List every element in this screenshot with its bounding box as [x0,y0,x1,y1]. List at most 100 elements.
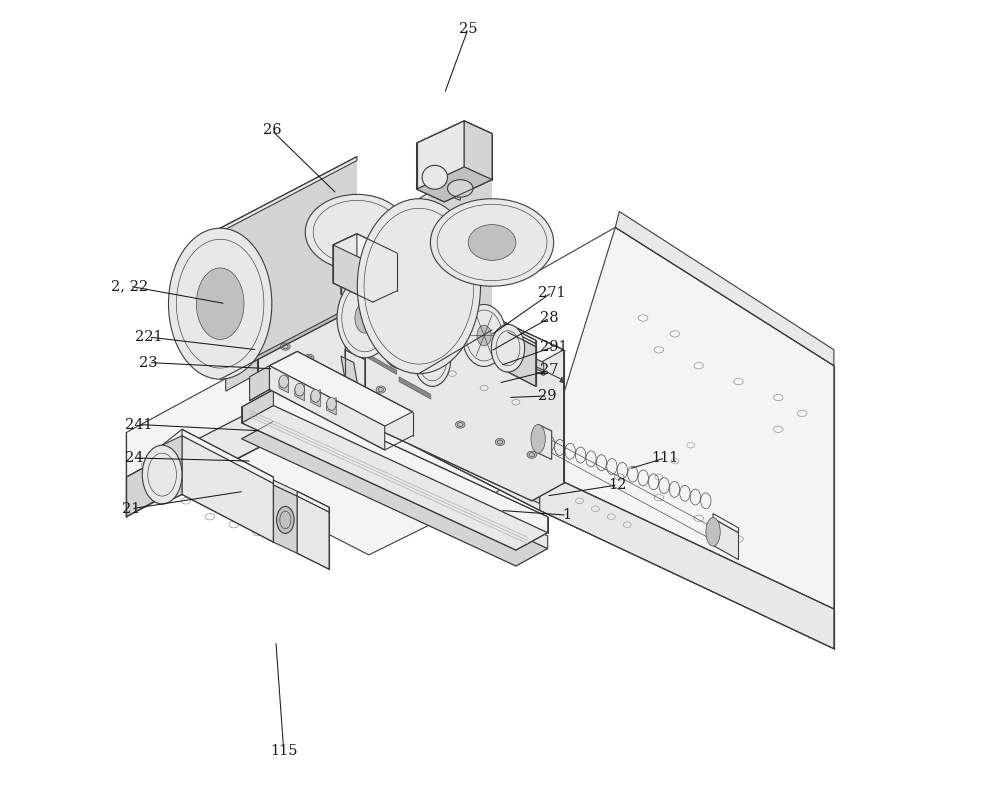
Polygon shape [540,471,834,649]
Ellipse shape [462,304,506,366]
Polygon shape [170,367,540,555]
Polygon shape [273,409,548,549]
Polygon shape [341,243,411,281]
Ellipse shape [531,425,545,453]
Ellipse shape [381,312,420,369]
Ellipse shape [414,332,451,386]
Ellipse shape [448,180,473,197]
Polygon shape [126,342,337,477]
Text: 2, 22: 2, 22 [111,279,148,293]
Polygon shape [333,234,397,264]
Polygon shape [242,390,273,423]
Ellipse shape [277,506,294,533]
Polygon shape [363,351,397,374]
Polygon shape [242,421,548,566]
Polygon shape [435,165,460,200]
Polygon shape [297,496,329,569]
Polygon shape [538,425,552,460]
Text: 241: 241 [125,417,153,432]
Polygon shape [399,321,431,343]
Polygon shape [337,367,540,510]
Polygon shape [452,297,536,343]
Ellipse shape [311,390,320,402]
Polygon shape [341,243,363,294]
Polygon shape [345,347,366,359]
Polygon shape [419,155,492,203]
Polygon shape [417,121,492,156]
Ellipse shape [196,268,244,339]
Polygon shape [170,367,337,493]
Polygon shape [417,121,464,189]
Text: 291: 291 [540,339,568,354]
Polygon shape [273,480,297,496]
Ellipse shape [436,298,468,343]
Polygon shape [126,453,170,517]
Polygon shape [363,277,397,300]
Polygon shape [337,407,834,649]
Ellipse shape [168,228,272,379]
Polygon shape [269,235,544,375]
Ellipse shape [142,445,182,504]
Polygon shape [327,398,336,415]
Text: 21: 21 [122,502,140,516]
Polygon shape [508,332,536,386]
Polygon shape [170,367,337,493]
Polygon shape [273,485,297,553]
Text: 26: 26 [263,123,281,138]
Polygon shape [444,301,452,345]
Polygon shape [389,270,411,321]
Text: 221: 221 [135,330,162,344]
Text: 29: 29 [538,389,557,403]
Ellipse shape [355,303,375,333]
Text: 27: 27 [540,363,559,378]
Polygon shape [713,518,738,560]
Polygon shape [540,227,834,609]
Polygon shape [341,356,362,409]
Polygon shape [560,377,564,383]
Polygon shape [417,167,492,202]
Ellipse shape [337,278,393,358]
Polygon shape [220,157,357,379]
Polygon shape [333,245,373,302]
Ellipse shape [455,421,465,428]
Polygon shape [419,326,492,374]
Polygon shape [182,436,273,542]
Polygon shape [269,351,413,426]
Polygon shape [373,253,397,302]
Text: 12: 12 [608,478,627,492]
Ellipse shape [295,383,304,396]
Polygon shape [220,157,357,232]
Ellipse shape [394,331,407,351]
Ellipse shape [527,452,537,458]
Polygon shape [713,514,738,533]
Text: 115: 115 [270,744,298,758]
Ellipse shape [468,225,516,261]
Polygon shape [297,491,329,512]
Polygon shape [242,405,548,550]
Polygon shape [615,211,834,366]
Ellipse shape [491,324,525,372]
Polygon shape [345,350,365,415]
Polygon shape [365,278,389,369]
Polygon shape [250,366,269,401]
Polygon shape [295,383,304,401]
Polygon shape [341,254,389,321]
Polygon shape [452,301,536,383]
Polygon shape [273,390,548,533]
Ellipse shape [304,355,314,361]
Polygon shape [337,367,834,609]
Polygon shape [269,366,385,450]
Text: 23: 23 [139,355,158,370]
Polygon shape [399,377,431,399]
Polygon shape [258,223,564,367]
Text: 111: 111 [652,451,679,465]
Ellipse shape [495,439,505,445]
Ellipse shape [422,165,448,189]
Text: 28: 28 [540,311,559,325]
Ellipse shape [430,199,554,286]
Polygon shape [226,240,258,391]
Polygon shape [162,436,182,504]
Polygon shape [419,155,492,374]
Polygon shape [258,223,564,501]
Ellipse shape [357,199,481,374]
